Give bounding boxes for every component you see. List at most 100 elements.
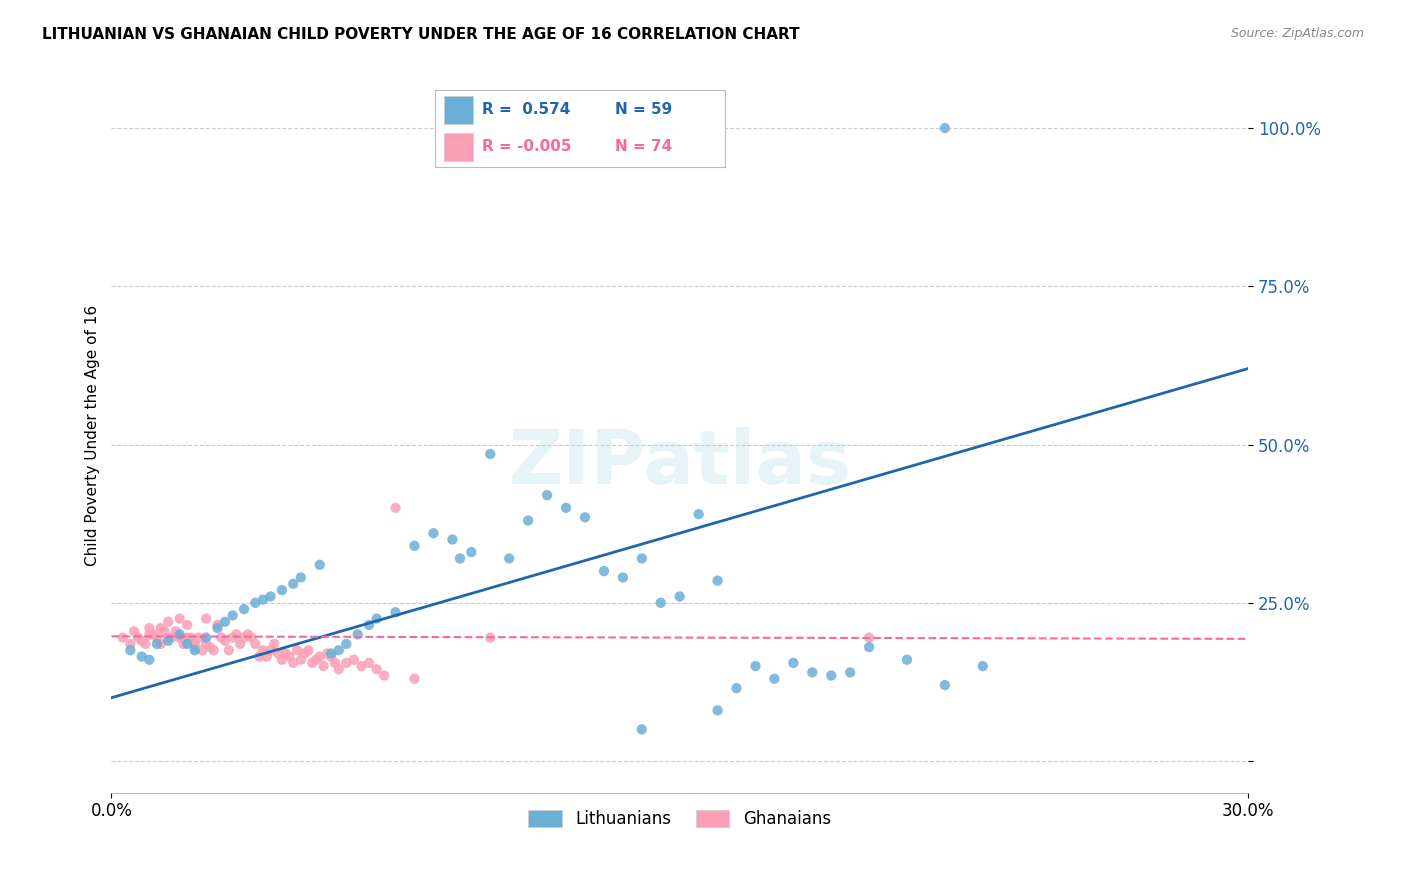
Point — [357, 656, 380, 670]
Point — [225, 627, 247, 641]
Point — [146, 631, 169, 645]
Point — [343, 653, 366, 667]
Point — [896, 653, 918, 667]
Point — [536, 488, 558, 502]
Point — [321, 649, 343, 664]
Point — [120, 637, 142, 651]
Point — [176, 637, 198, 651]
Point — [172, 637, 194, 651]
Point — [555, 500, 578, 515]
Point — [247, 649, 270, 664]
Point — [191, 643, 214, 657]
Point — [120, 643, 142, 657]
Point — [146, 637, 169, 651]
Point — [612, 570, 634, 584]
Point — [498, 551, 520, 566]
Point — [202, 643, 225, 657]
Point — [323, 656, 346, 670]
Point — [688, 507, 710, 521]
Point — [209, 631, 232, 645]
Point — [180, 631, 202, 645]
Point — [725, 681, 748, 696]
Point — [169, 611, 191, 625]
Point — [782, 656, 804, 670]
Point — [706, 574, 728, 588]
Point — [357, 618, 380, 632]
Point — [858, 640, 880, 654]
Point — [157, 615, 180, 629]
Point — [404, 672, 426, 686]
Point — [131, 649, 153, 664]
Point — [321, 647, 343, 661]
Point — [763, 672, 786, 686]
Point — [195, 631, 218, 645]
Point — [650, 596, 672, 610]
Point — [149, 621, 172, 635]
Point — [858, 631, 880, 645]
Point — [138, 621, 160, 635]
Point — [283, 656, 305, 670]
Point — [176, 631, 198, 645]
Point — [346, 627, 368, 641]
Point — [839, 665, 862, 680]
Point — [422, 526, 444, 541]
Point — [335, 656, 357, 670]
Point — [214, 633, 236, 648]
Point — [270, 583, 292, 598]
Point — [384, 500, 406, 515]
Point — [184, 640, 207, 654]
Point — [221, 631, 243, 645]
Point — [820, 668, 842, 682]
Point — [221, 608, 243, 623]
Point — [187, 631, 209, 645]
Point — [122, 624, 145, 639]
Point — [274, 647, 297, 661]
Point — [263, 637, 285, 651]
Point — [207, 621, 229, 635]
Point — [706, 703, 728, 717]
Point — [335, 637, 357, 651]
Point — [449, 551, 471, 566]
Point — [328, 643, 350, 657]
Point — [207, 618, 229, 632]
Point — [301, 656, 323, 670]
Point — [157, 633, 180, 648]
Point — [479, 631, 502, 645]
Point — [233, 631, 256, 645]
Text: ZIPatlas: ZIPatlas — [509, 427, 851, 500]
Point — [350, 659, 373, 673]
Point — [308, 558, 330, 572]
Point — [479, 447, 502, 461]
Point — [157, 631, 180, 645]
Point — [252, 643, 274, 657]
Point — [297, 643, 319, 657]
Point — [149, 637, 172, 651]
Point — [198, 640, 221, 654]
Point — [744, 659, 766, 673]
Point — [245, 637, 267, 651]
Point — [165, 624, 187, 639]
Point — [259, 590, 281, 604]
Point — [305, 653, 328, 667]
Point — [153, 624, 176, 639]
Point — [290, 653, 312, 667]
Point — [267, 647, 290, 661]
Point — [366, 662, 388, 676]
Point — [240, 631, 263, 645]
Point — [184, 643, 207, 657]
Point — [229, 637, 252, 651]
Point — [630, 551, 652, 566]
Point — [366, 611, 388, 625]
Point — [131, 633, 153, 648]
Point — [111, 631, 134, 645]
Point — [256, 649, 278, 664]
Point — [138, 653, 160, 667]
Point — [233, 602, 256, 616]
Point — [127, 631, 149, 645]
Point — [195, 637, 218, 651]
Point — [290, 570, 312, 584]
Point — [312, 659, 335, 673]
Point — [441, 533, 464, 547]
Point — [184, 637, 207, 651]
Point — [195, 611, 218, 625]
